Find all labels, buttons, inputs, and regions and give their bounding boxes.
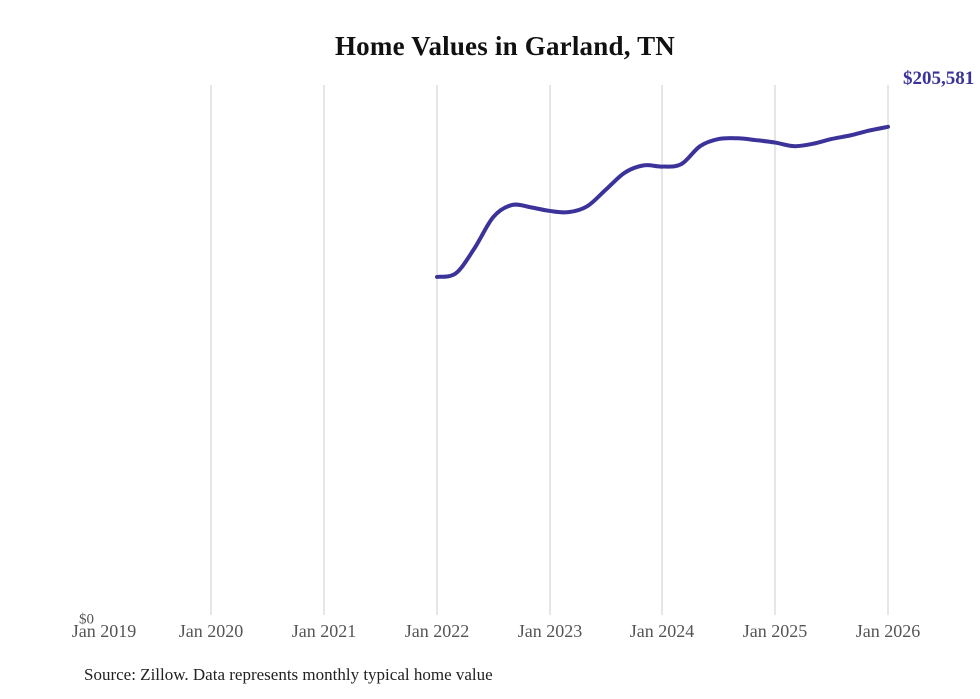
x-tick-jan-2020: Jan 2020 <box>178 621 244 641</box>
source-note: Source: Zillow. Data represents monthly … <box>84 665 493 684</box>
x-tick-jan-2021: Jan 2021 <box>291 621 357 641</box>
data-series-group <box>435 124 890 279</box>
x-tick-jan-2026: Jan 2026 <box>855 621 921 641</box>
end-value-label: $205,581 <box>903 68 975 89</box>
x-tick-jan-2022: Jan 2022 <box>404 621 470 641</box>
x-tick-jan-2023: Jan 2023 <box>517 621 583 641</box>
x-tick-jan-2025: Jan 2025 <box>742 621 808 641</box>
gridlines-group <box>210 85 889 615</box>
x-tick-jan-2024: Jan 2024 <box>629 621 695 641</box>
x-tick-jan-2019: Jan 2019 <box>71 621 137 641</box>
y-tick-zero: $0 <box>79 611 94 628</box>
home-value-line <box>435 124 890 279</box>
chart-title: Home Values in Garland, TN <box>334 31 676 61</box>
